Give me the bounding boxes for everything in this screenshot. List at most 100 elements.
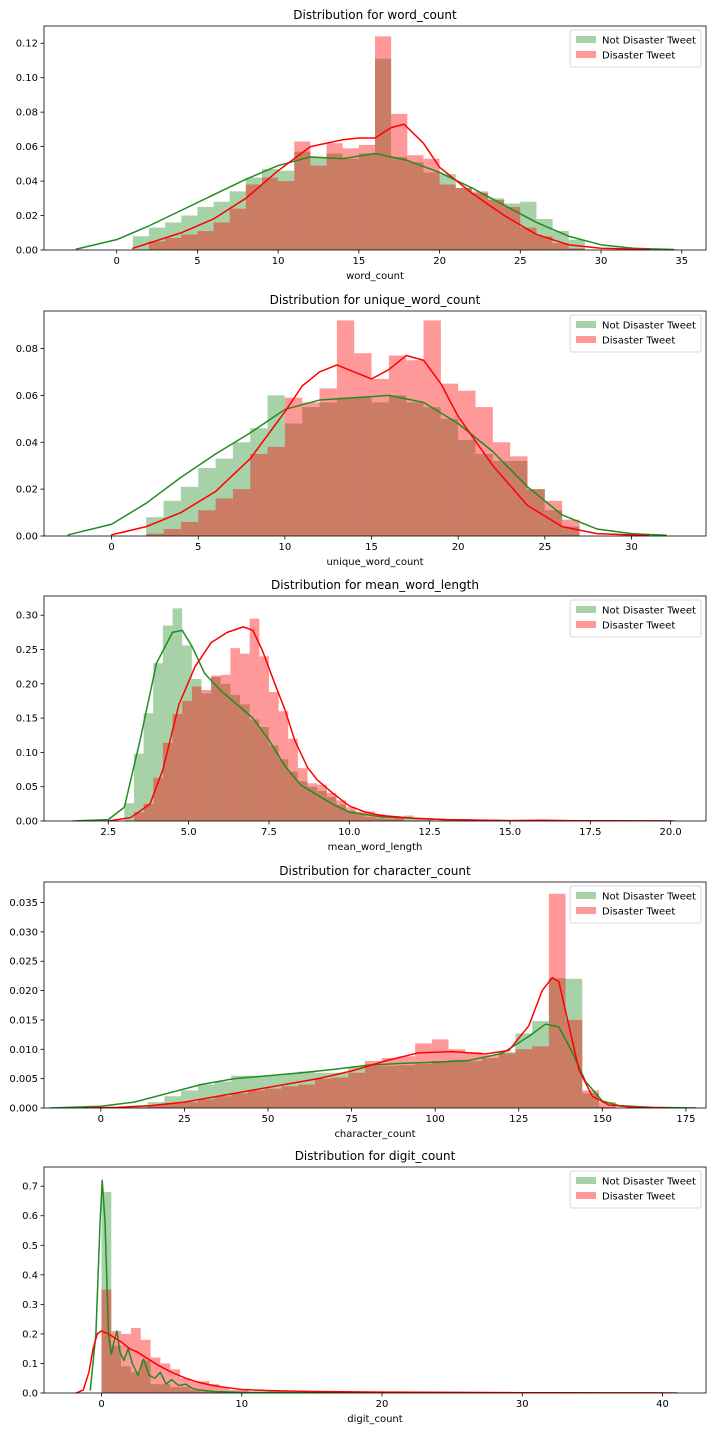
histogram-bar-disaster bbox=[150, 1357, 161, 1393]
histogram-bar-disaster bbox=[247, 1090, 265, 1108]
histogram-bar-disaster bbox=[163, 528, 181, 536]
y-tick-label: 0.02 bbox=[16, 485, 38, 496]
chart-panel-4: 0 25 50 75 100 125 150 175 0.000 0.005 0.010 0.015 0… bbox=[9, 864, 707, 1140]
x-tick-label: 2.5 bbox=[100, 827, 116, 838]
y-tick-label: 0.1 bbox=[22, 1359, 38, 1370]
y-tick-label: 0.05 bbox=[16, 782, 38, 793]
histogram-bar-disaster bbox=[147, 1105, 165, 1108]
y-tick-label: 0.10 bbox=[16, 748, 38, 759]
histogram-bar-disaster bbox=[394, 817, 404, 821]
legend: Not Disaster Tweet Disaster Tweet bbox=[569, 599, 702, 638]
histogram-bar-disaster bbox=[348, 1072, 365, 1108]
x-tick-label: 175 bbox=[676, 1114, 695, 1125]
x-tick-label: 0 bbox=[108, 542, 114, 553]
histogram-bar-not-disaster bbox=[160, 1384, 171, 1393]
y-tick-label: 0.5 bbox=[22, 1241, 38, 1252]
histogram-bar-not-disaster bbox=[562, 526, 580, 536]
histogram-bar-disaster bbox=[181, 234, 198, 250]
histogram-bar-disaster bbox=[582, 1090, 600, 1108]
chart-title: Distribution for mean_word_length bbox=[271, 578, 479, 592]
y-tick-label: 0.6 bbox=[22, 1211, 38, 1222]
histogram-bar-not-disaster bbox=[197, 1084, 215, 1108]
histogram-bar-not-disaster bbox=[326, 153, 343, 250]
legend-label-not-disaster: Not Disaster Tweet bbox=[602, 1177, 696, 1188]
histogram-bar-not-disaster bbox=[164, 1096, 182, 1108]
plot-marks bbox=[75, 36, 675, 250]
plot-marks bbox=[72, 608, 675, 821]
legend-label-not-disaster: Not Disaster Tweet bbox=[602, 892, 696, 903]
histogram-bar-not-disaster bbox=[165, 222, 182, 250]
x-tick-label: 10 bbox=[235, 1399, 248, 1410]
y-tick-label: 0.06 bbox=[16, 142, 38, 153]
legend-swatch-disaster bbox=[576, 336, 596, 343]
histogram-bar-disaster bbox=[264, 1088, 282, 1108]
y-tick-label: 0.30 bbox=[16, 611, 38, 622]
histogram-bar-disaster bbox=[215, 498, 233, 536]
chart-panel-2: 0 5 10 15 20 25 30 0.00 0.02 0.04 0.06 0.08 Distribu… bbox=[16, 293, 707, 568]
histogram-bar-not-disaster bbox=[162, 625, 173, 821]
histogram-bar-disaster bbox=[492, 442, 511, 536]
histogram-bar-disaster bbox=[336, 800, 347, 821]
legend-label-not-disaster: Not Disaster Tweet bbox=[602, 36, 696, 47]
histogram-bar-disaster bbox=[172, 713, 183, 821]
histogram-bar-not-disaster bbox=[172, 608, 183, 821]
x-tick-label: 0 bbox=[113, 256, 119, 267]
y-tick-label: 0.025 bbox=[9, 957, 38, 968]
histogram-bar-disaster bbox=[375, 36, 392, 250]
histogram-bar-not-disaster bbox=[124, 803, 134, 821]
histogram-bar-not-disaster bbox=[391, 156, 408, 250]
histogram-bar-not-disaster bbox=[458, 439, 476, 536]
histogram-bar-not-disaster bbox=[520, 201, 537, 250]
histogram-bar-disaster bbox=[297, 768, 308, 821]
histogram-bar-disaster bbox=[307, 783, 318, 821]
histogram-bar-not-disaster bbox=[465, 1061, 482, 1108]
histogram-bar-not-disaster bbox=[510, 461, 528, 536]
histogram-bar-not-disaster bbox=[101, 1192, 112, 1393]
legend: Not Disaster Tweet Disaster Tweet bbox=[569, 314, 702, 353]
histogram-bar-disaster bbox=[520, 227, 537, 250]
histogram-bar-not-disaster bbox=[209, 1392, 220, 1393]
histogram-bar-disaster bbox=[146, 533, 164, 536]
histogram-bar-not-disaster bbox=[407, 162, 424, 250]
histogram-bar-disaster bbox=[111, 1330, 122, 1393]
histogram-bar-disaster bbox=[268, 692, 279, 821]
legend-box bbox=[569, 29, 702, 68]
histogram-bar-not-disaster bbox=[413, 818, 424, 821]
histogram-bar-disaster bbox=[288, 738, 298, 821]
histogram-bar-disaster bbox=[565, 1019, 583, 1108]
histogram-bar-disaster bbox=[143, 803, 154, 821]
histogram-bar-not-disaster bbox=[264, 1075, 282, 1108]
legend-box bbox=[569, 1170, 702, 1209]
histogram-bar-disaster bbox=[415, 1043, 432, 1108]
y-tick-label: 0.005 bbox=[9, 1074, 38, 1085]
x-tick-label: 0 bbox=[98, 1399, 104, 1410]
histogram-bar-not-disaster bbox=[439, 174, 456, 250]
plot-marks bbox=[49, 893, 697, 1108]
histogram-bar-not-disaster bbox=[394, 818, 404, 821]
x-tick-label: 20 bbox=[376, 1399, 389, 1410]
chart-panel-3: 2.5 5.0 7.5 10.0 12.5 15.0 17.5 20.0 0.00 0.05 0.1… bbox=[16, 578, 707, 853]
histogram-bar-not-disaster bbox=[121, 1366, 131, 1393]
histogram-bar-not-disaster bbox=[371, 402, 389, 536]
legend-label-disaster: Disaster Tweet bbox=[602, 907, 675, 918]
histogram-bar-disaster bbox=[165, 237, 182, 250]
histogram-bar-not-disaster bbox=[527, 489, 545, 536]
histogram-bar-not-disaster bbox=[302, 407, 320, 536]
histogram-bar-not-disaster bbox=[111, 1345, 122, 1393]
histogram-bar-not-disaster bbox=[140, 1360, 151, 1393]
histogram-bar-disaster bbox=[284, 397, 303, 536]
histogram-bar-not-disaster bbox=[398, 1065, 416, 1108]
y-tick-label: 0.12 bbox=[16, 39, 38, 50]
y-tick-label: 0.015 bbox=[9, 1015, 38, 1026]
histogram-bar-not-disaster bbox=[181, 1090, 198, 1108]
legend: Not Disaster Tweet Disaster Tweet bbox=[569, 1170, 702, 1209]
histogram-bar-disaster bbox=[197, 231, 214, 250]
histogram-bar-disaster bbox=[133, 812, 144, 821]
histogram-bar-disaster bbox=[181, 1102, 198, 1108]
x-tick-label: 30 bbox=[625, 542, 638, 553]
histogram-bar-disaster bbox=[238, 1390, 249, 1393]
kde-line-disaster bbox=[132, 123, 651, 250]
x-axis-label: digit_count bbox=[347, 1414, 402, 1425]
histogram-bar-not-disaster bbox=[481, 1058, 499, 1108]
legend-label-disaster: Disaster Tweet bbox=[602, 621, 675, 632]
